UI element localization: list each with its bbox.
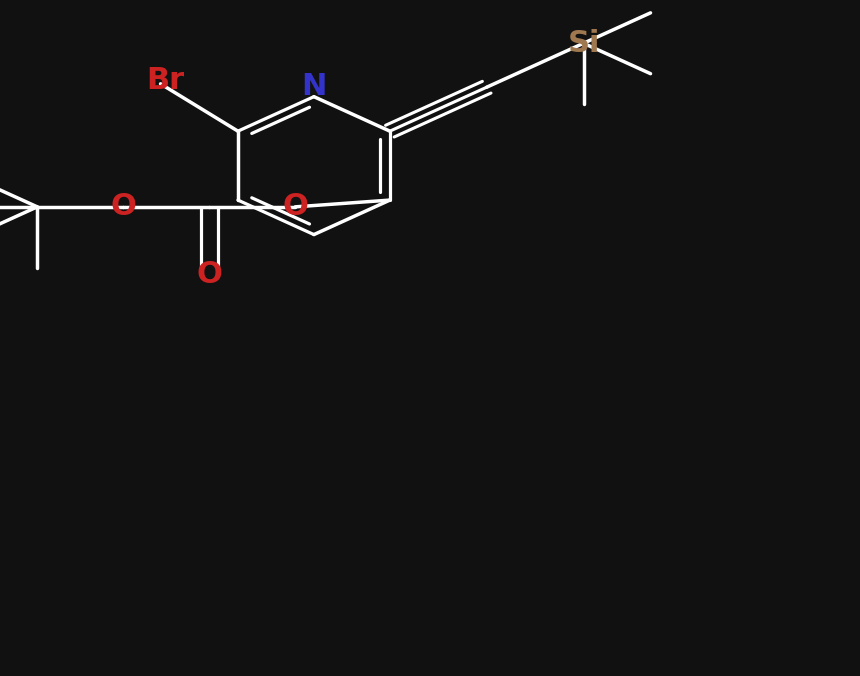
Text: N: N (301, 72, 327, 101)
Text: O: O (196, 260, 222, 289)
Text: O: O (282, 193, 308, 221)
Text: Br: Br (145, 66, 184, 95)
Text: O: O (110, 193, 136, 221)
Text: Si: Si (568, 29, 599, 57)
